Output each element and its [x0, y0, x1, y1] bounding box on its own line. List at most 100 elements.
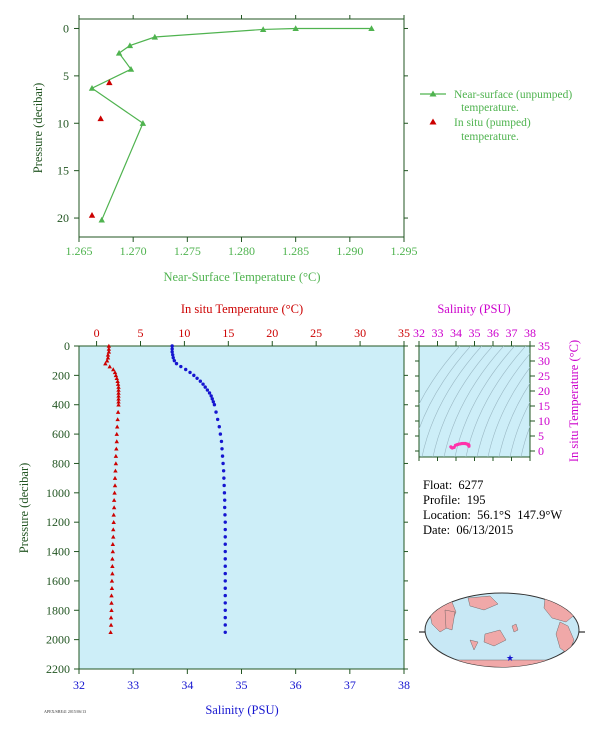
top-xtick-label: 1.275 [174, 244, 201, 258]
salinity-point [171, 356, 175, 360]
sal-tick-label: 36 [290, 678, 302, 692]
temperature-point [110, 571, 115, 576]
salinity-point [170, 350, 174, 354]
temperature-point [113, 453, 119, 458]
ts-ytick-label: 5 [538, 429, 544, 443]
float-id: Float: 6277 [423, 478, 484, 492]
pressure-tick-label: 1800 [46, 603, 70, 617]
near-surface-point [88, 84, 96, 91]
temperature-point [106, 346, 112, 351]
salinity-point [223, 593, 227, 598]
salinity-point [212, 403, 217, 407]
temperature-point [116, 384, 121, 389]
top-xtick-label: 1.285 [282, 244, 309, 258]
in-situ-point [97, 115, 104, 122]
top-ylabel: Pressure (decibar) [31, 83, 45, 174]
salinity-point [222, 491, 227, 495]
float-location: Location: 56.1°S 147.9°W [423, 508, 563, 522]
temperature-point [116, 399, 121, 404]
legend-label-near-surface: Near-surface (unpumped) [454, 89, 572, 101]
ts-ytick-label: 15 [538, 399, 550, 413]
temp-tick-label: 35 [398, 326, 410, 340]
temperature-point [116, 387, 121, 392]
temperature-point [111, 505, 117, 510]
top-xtick-label: 1.265 [66, 244, 93, 258]
temperature-point [108, 615, 114, 620]
temperature-point [115, 417, 120, 422]
ts-ytick-label: 20 [538, 384, 550, 398]
temperature-point [113, 373, 119, 378]
salinity-point [223, 527, 227, 532]
temperature-point [115, 381, 121, 386]
salinity-point [223, 571, 227, 576]
ts-plot-frame [418, 345, 531, 458]
near-surface-chart: 1.265 1.270 1.275 1.280 1.285 1.290 1.295 0 5 10 1… [31, 15, 572, 284]
ts-ytick-label: 0 [538, 444, 544, 458]
near-surface-point [259, 26, 267, 32]
ts-xtick-label: 37 [506, 326, 518, 340]
in-situ-point [88, 212, 96, 218]
map-float-location-marker: ★ [506, 653, 514, 663]
density-contour [419, 346, 461, 405]
temp-tick-label: 5 [137, 326, 143, 340]
temperature-point [113, 468, 118, 473]
pressure-tick-label: 0 [64, 339, 70, 353]
salinity-point [203, 385, 207, 389]
profile-ylabel: Pressure (decibar) [17, 463, 31, 554]
salinity-point [171, 353, 175, 357]
temperature-point [108, 630, 113, 635]
ts-title: Salinity (PSU) [437, 302, 510, 316]
salinity-point [220, 454, 225, 458]
pressure-tick-label: 2000 [46, 633, 70, 647]
temperature-point [112, 490, 117, 495]
near-surface-point [139, 120, 147, 126]
salinity-point [211, 400, 216, 404]
density-contour [476, 353, 530, 457]
profile-date: Date: 06/13/2015 [423, 523, 514, 537]
temp-tick-label: 15 [222, 326, 234, 340]
pressure-tick-label: 200 [52, 368, 70, 382]
salinity-point [210, 397, 214, 401]
temperature-point [112, 370, 118, 375]
salinity-point [201, 382, 205, 386]
salinity-point [222, 476, 226, 480]
salinity-point [221, 469, 226, 473]
salinity-point [222, 483, 226, 488]
salinity-point [217, 425, 221, 429]
density-contour [454, 346, 516, 457]
near-surface-point [126, 42, 134, 49]
pressure-tick-label: 600 [52, 427, 70, 441]
salinity-point [209, 394, 213, 398]
temperature-point [110, 549, 116, 554]
salinity-point [223, 535, 227, 539]
near-surface-line [90, 27, 372, 221]
temp-tick-label: 25 [310, 326, 322, 340]
temperature-point [115, 409, 121, 414]
sal-tick-label: 35 [236, 678, 248, 692]
temperature-point [111, 527, 116, 532]
salinity-point [223, 623, 227, 627]
legend-label-near-surface-2: temperature. [461, 102, 519, 114]
ts-ytick-label: 35 [538, 339, 550, 353]
legend-label-in-situ: In situ (pumped) [454, 117, 531, 129]
density-contour [421, 346, 483, 457]
profile-bottom-xlabel: Salinity (PSU) [205, 703, 278, 717]
temperature-point [108, 622, 114, 627]
ts-ytick-label: 10 [538, 414, 550, 428]
profile-chart: 0 5 10 15 20 25 30 35 32 33 34 35 36 37 38 0 200 400 600 80… [17, 302, 410, 717]
temperature-point [116, 393, 121, 398]
density-contour [443, 346, 505, 457]
pressure-tick-label: 1200 [46, 515, 70, 529]
salinity-point [219, 439, 224, 444]
temp-tick-label: 10 [178, 326, 190, 340]
sal-tick-label: 33 [127, 678, 139, 692]
temperature-point [106, 349, 112, 354]
legend-line-marker [429, 90, 437, 97]
temperature-point [110, 564, 115, 568]
density-contour [432, 346, 494, 457]
salinity-point [184, 367, 188, 372]
temperature-point [114, 439, 119, 444]
salinity-point [220, 447, 224, 451]
near-surface-point [115, 49, 123, 56]
legend-label-in-situ-2: temperature. [461, 131, 519, 143]
